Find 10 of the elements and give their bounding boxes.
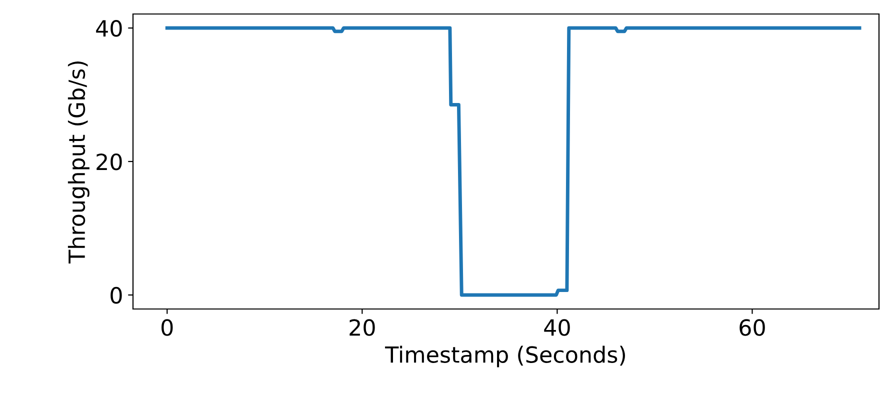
- y-tick-label: 20: [96, 153, 122, 170]
- x-axis-title: Timestamp (Seconds): [385, 346, 625, 368]
- y-tick-label: 0: [110, 286, 122, 304]
- y-axis-title: Throughput (Gb/s): [68, 61, 90, 264]
- x-tick-label: 40: [544, 319, 570, 336]
- x-tick-label: 20: [350, 319, 375, 336]
- x-tick-label: 0: [162, 319, 173, 336]
- y-tick-label: 40: [96, 20, 122, 37]
- line-series: [165, 26, 862, 297]
- x-tick-label: 60: [740, 319, 765, 336]
